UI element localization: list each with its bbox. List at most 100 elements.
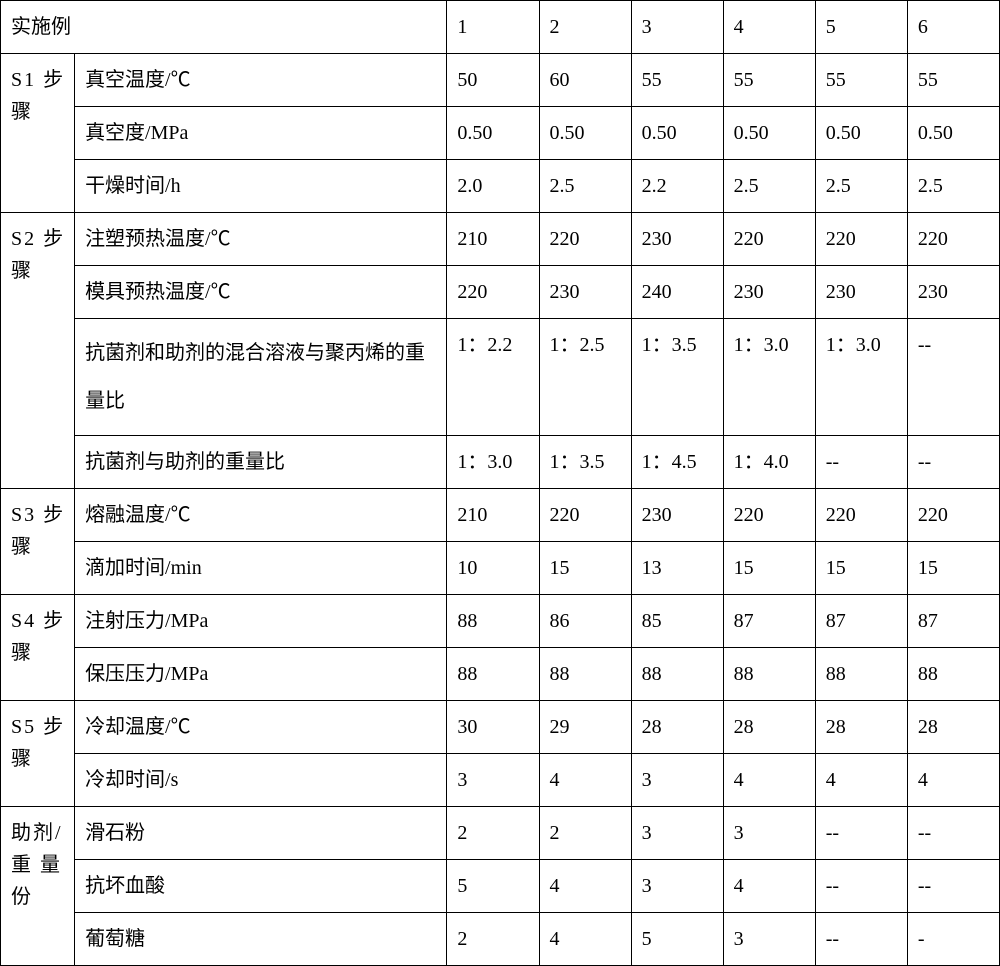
- table-row: S4 步骤注射压力/MPa888685878787: [1, 595, 1000, 648]
- value-cell: 30: [447, 701, 539, 754]
- param-cell: 注射压力/MPa: [75, 595, 447, 648]
- value-cell: 1：3.0: [815, 319, 907, 436]
- value-cell: 55: [815, 54, 907, 107]
- value-cell: 86: [539, 595, 631, 648]
- value-cell: 28: [907, 701, 999, 754]
- param-cell: 冷却温度/℃: [75, 701, 447, 754]
- value-cell: 3: [631, 860, 723, 913]
- value-cell: 5: [447, 860, 539, 913]
- group-cell: 助剂/重 量份: [1, 807, 75, 966]
- value-cell: --: [815, 807, 907, 860]
- value-cell: 3: [447, 754, 539, 807]
- value-cell: 230: [539, 266, 631, 319]
- param-cell: 冷却时间/s: [75, 754, 447, 807]
- value-cell: 87: [815, 595, 907, 648]
- table-row: 冷却时间/s343444: [1, 754, 1000, 807]
- value-cell: 220: [447, 266, 539, 319]
- table-row: 抗菌剂与助剂的重量比1：3.01：3.51：4.51：4.0----: [1, 436, 1000, 489]
- value-cell: 4: [723, 860, 815, 913]
- value-cell: 88: [447, 595, 539, 648]
- header-col: 6: [907, 1, 999, 54]
- value-cell: 2.5: [907, 160, 999, 213]
- param-cell: 抗坏血酸: [75, 860, 447, 913]
- value-cell: 5: [631, 913, 723, 966]
- param-cell: 模具预热温度/℃: [75, 266, 447, 319]
- param-cell: 抗菌剂与助剂的重量比: [75, 436, 447, 489]
- value-cell: 0.50: [815, 107, 907, 160]
- value-cell: 2: [447, 807, 539, 860]
- value-cell: --: [815, 436, 907, 489]
- value-cell: 220: [723, 213, 815, 266]
- value-cell: --: [907, 436, 999, 489]
- header-col: 1: [447, 1, 539, 54]
- value-cell: --: [815, 913, 907, 966]
- value-cell: 60: [539, 54, 631, 107]
- table-row: 保压压力/MPa888888888888: [1, 648, 1000, 701]
- value-cell: 3: [723, 913, 815, 966]
- table-row: S2 步骤注塑预热温度/℃210220230220220220: [1, 213, 1000, 266]
- value-cell: 210: [447, 489, 539, 542]
- value-cell: 3: [631, 754, 723, 807]
- value-cell: 28: [631, 701, 723, 754]
- value-cell: 29: [539, 701, 631, 754]
- value-cell: 230: [631, 489, 723, 542]
- value-cell: 1：4.0: [723, 436, 815, 489]
- value-cell: 210: [447, 213, 539, 266]
- value-cell: 230: [723, 266, 815, 319]
- parameter-table-container: 实施例123456S1 步骤真空温度/℃506055555555真空度/MPa0…: [0, 0, 1000, 871]
- value-cell: -: [907, 913, 999, 966]
- value-cell: 88: [815, 648, 907, 701]
- group-cell: S5 步骤: [1, 701, 75, 807]
- header-col: 5: [815, 1, 907, 54]
- value-cell: 88: [539, 648, 631, 701]
- param-cell: 保压压力/MPa: [75, 648, 447, 701]
- value-cell: 1：2.5: [539, 319, 631, 436]
- table-row: S1 步骤真空温度/℃506055555555: [1, 54, 1000, 107]
- value-cell: 2.5: [539, 160, 631, 213]
- param-cell: 抗菌剂和助剂的混合溶液与聚丙烯的重量比: [75, 319, 447, 436]
- value-cell: 15: [907, 542, 999, 595]
- value-cell: 0.50: [723, 107, 815, 160]
- group-cell: S4 步骤: [1, 595, 75, 701]
- value-cell: --: [907, 807, 999, 860]
- table-row: 助剂/重 量份滑石粉2233----: [1, 807, 1000, 860]
- value-cell: 87: [723, 595, 815, 648]
- table-row: 葡萄糖2453---: [1, 913, 1000, 966]
- header-row: 实施例123456: [1, 1, 1000, 54]
- value-cell: 2.0: [447, 160, 539, 213]
- table-row: S5 步骤冷却温度/℃302928282828: [1, 701, 1000, 754]
- param-cell: 真空度/MPa: [75, 107, 447, 160]
- param-cell: 干燥时间/h: [75, 160, 447, 213]
- value-cell: 0.50: [631, 107, 723, 160]
- group-cell: S1 步骤: [1, 54, 75, 213]
- value-cell: 230: [631, 213, 723, 266]
- value-cell: 220: [723, 489, 815, 542]
- value-cell: 55: [723, 54, 815, 107]
- value-cell: 15: [815, 542, 907, 595]
- value-cell: 4: [907, 754, 999, 807]
- value-cell: 0.50: [447, 107, 539, 160]
- value-cell: 15: [539, 542, 631, 595]
- value-cell: 2.5: [815, 160, 907, 213]
- value-cell: 88: [723, 648, 815, 701]
- param-cell: 真空温度/℃: [75, 54, 447, 107]
- value-cell: 1：3.0: [723, 319, 815, 436]
- group-cell: S2 步骤: [1, 213, 75, 489]
- value-cell: 1：3.5: [631, 319, 723, 436]
- value-cell: 87: [907, 595, 999, 648]
- value-cell: 220: [539, 213, 631, 266]
- value-cell: 220: [539, 489, 631, 542]
- value-cell: 88: [447, 648, 539, 701]
- group-cell: S3 步骤: [1, 489, 75, 595]
- value-cell: 4: [723, 754, 815, 807]
- table-row: S3 步骤熔融温度/℃210220230220220220: [1, 489, 1000, 542]
- value-cell: 28: [815, 701, 907, 754]
- param-cell: 滴加时间/min: [75, 542, 447, 595]
- param-cell: 注塑预热温度/℃: [75, 213, 447, 266]
- value-cell: 220: [815, 489, 907, 542]
- table-row: 模具预热温度/℃220230240230230230: [1, 266, 1000, 319]
- parameter-table: 实施例123456S1 步骤真空温度/℃506055555555真空度/MPa0…: [0, 0, 1000, 966]
- value-cell: --: [907, 860, 999, 913]
- value-cell: 2: [539, 807, 631, 860]
- value-cell: 220: [907, 213, 999, 266]
